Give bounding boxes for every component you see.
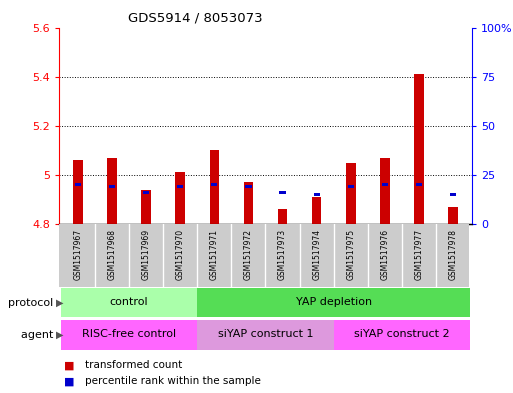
Text: GSM1517972: GSM1517972	[244, 229, 253, 280]
Text: GSM1517975: GSM1517975	[346, 229, 356, 280]
Text: ▶: ▶	[56, 330, 64, 340]
Text: protocol: protocol	[8, 298, 56, 308]
Text: GSM1517970: GSM1517970	[175, 229, 185, 280]
Text: GSM1517976: GSM1517976	[381, 229, 389, 280]
Bar	[244, 182, 253, 224]
Bar	[313, 193, 320, 196]
Bar	[61, 320, 197, 350]
Text: GSM1517968: GSM1517968	[107, 229, 116, 280]
Bar	[61, 288, 197, 317]
Bar	[380, 158, 390, 224]
Bar	[245, 185, 251, 188]
Bar	[141, 189, 151, 224]
Text: ■: ■	[64, 360, 74, 371]
Bar	[278, 209, 287, 224]
Bar	[209, 151, 219, 224]
Text: GSM1517978: GSM1517978	[449, 229, 458, 280]
Text: GSM1517973: GSM1517973	[278, 229, 287, 280]
Bar	[280, 191, 286, 194]
Bar	[75, 183, 81, 186]
Text: GDS5914 / 8053073: GDS5914 / 8053073	[128, 12, 262, 25]
Bar	[109, 185, 115, 188]
Bar	[143, 191, 149, 194]
Bar	[197, 320, 334, 350]
Bar	[415, 74, 424, 224]
Text: GSM1517971: GSM1517971	[210, 229, 219, 280]
Text: siYAP construct 1: siYAP construct 1	[218, 329, 313, 340]
Bar	[450, 193, 456, 196]
Bar	[348, 185, 354, 188]
Bar	[177, 185, 183, 188]
Text: RISC-free control: RISC-free control	[82, 329, 176, 340]
Text: control: control	[110, 297, 148, 307]
Text: GSM1517974: GSM1517974	[312, 229, 321, 280]
Bar	[73, 160, 83, 224]
Bar	[175, 173, 185, 224]
Bar	[416, 183, 422, 186]
Bar	[197, 288, 470, 317]
Text: YAP depletion: YAP depletion	[295, 297, 372, 307]
Bar	[312, 197, 322, 224]
Text: GSM1517977: GSM1517977	[415, 229, 424, 280]
Text: transformed count: transformed count	[85, 360, 182, 371]
Text: siYAP construct 2: siYAP construct 2	[354, 329, 450, 340]
Bar	[107, 158, 116, 224]
Text: percentile rank within the sample: percentile rank within the sample	[85, 376, 261, 386]
Text: agent: agent	[21, 330, 56, 340]
Bar	[346, 163, 356, 224]
Text: GSM1517969: GSM1517969	[142, 229, 150, 280]
Bar	[448, 207, 458, 224]
Text: GSM1517967: GSM1517967	[73, 229, 82, 280]
Bar	[382, 183, 388, 186]
Text: ■: ■	[64, 376, 74, 386]
Text: ▶: ▶	[56, 298, 64, 308]
Bar	[334, 320, 470, 350]
Bar	[211, 183, 218, 186]
